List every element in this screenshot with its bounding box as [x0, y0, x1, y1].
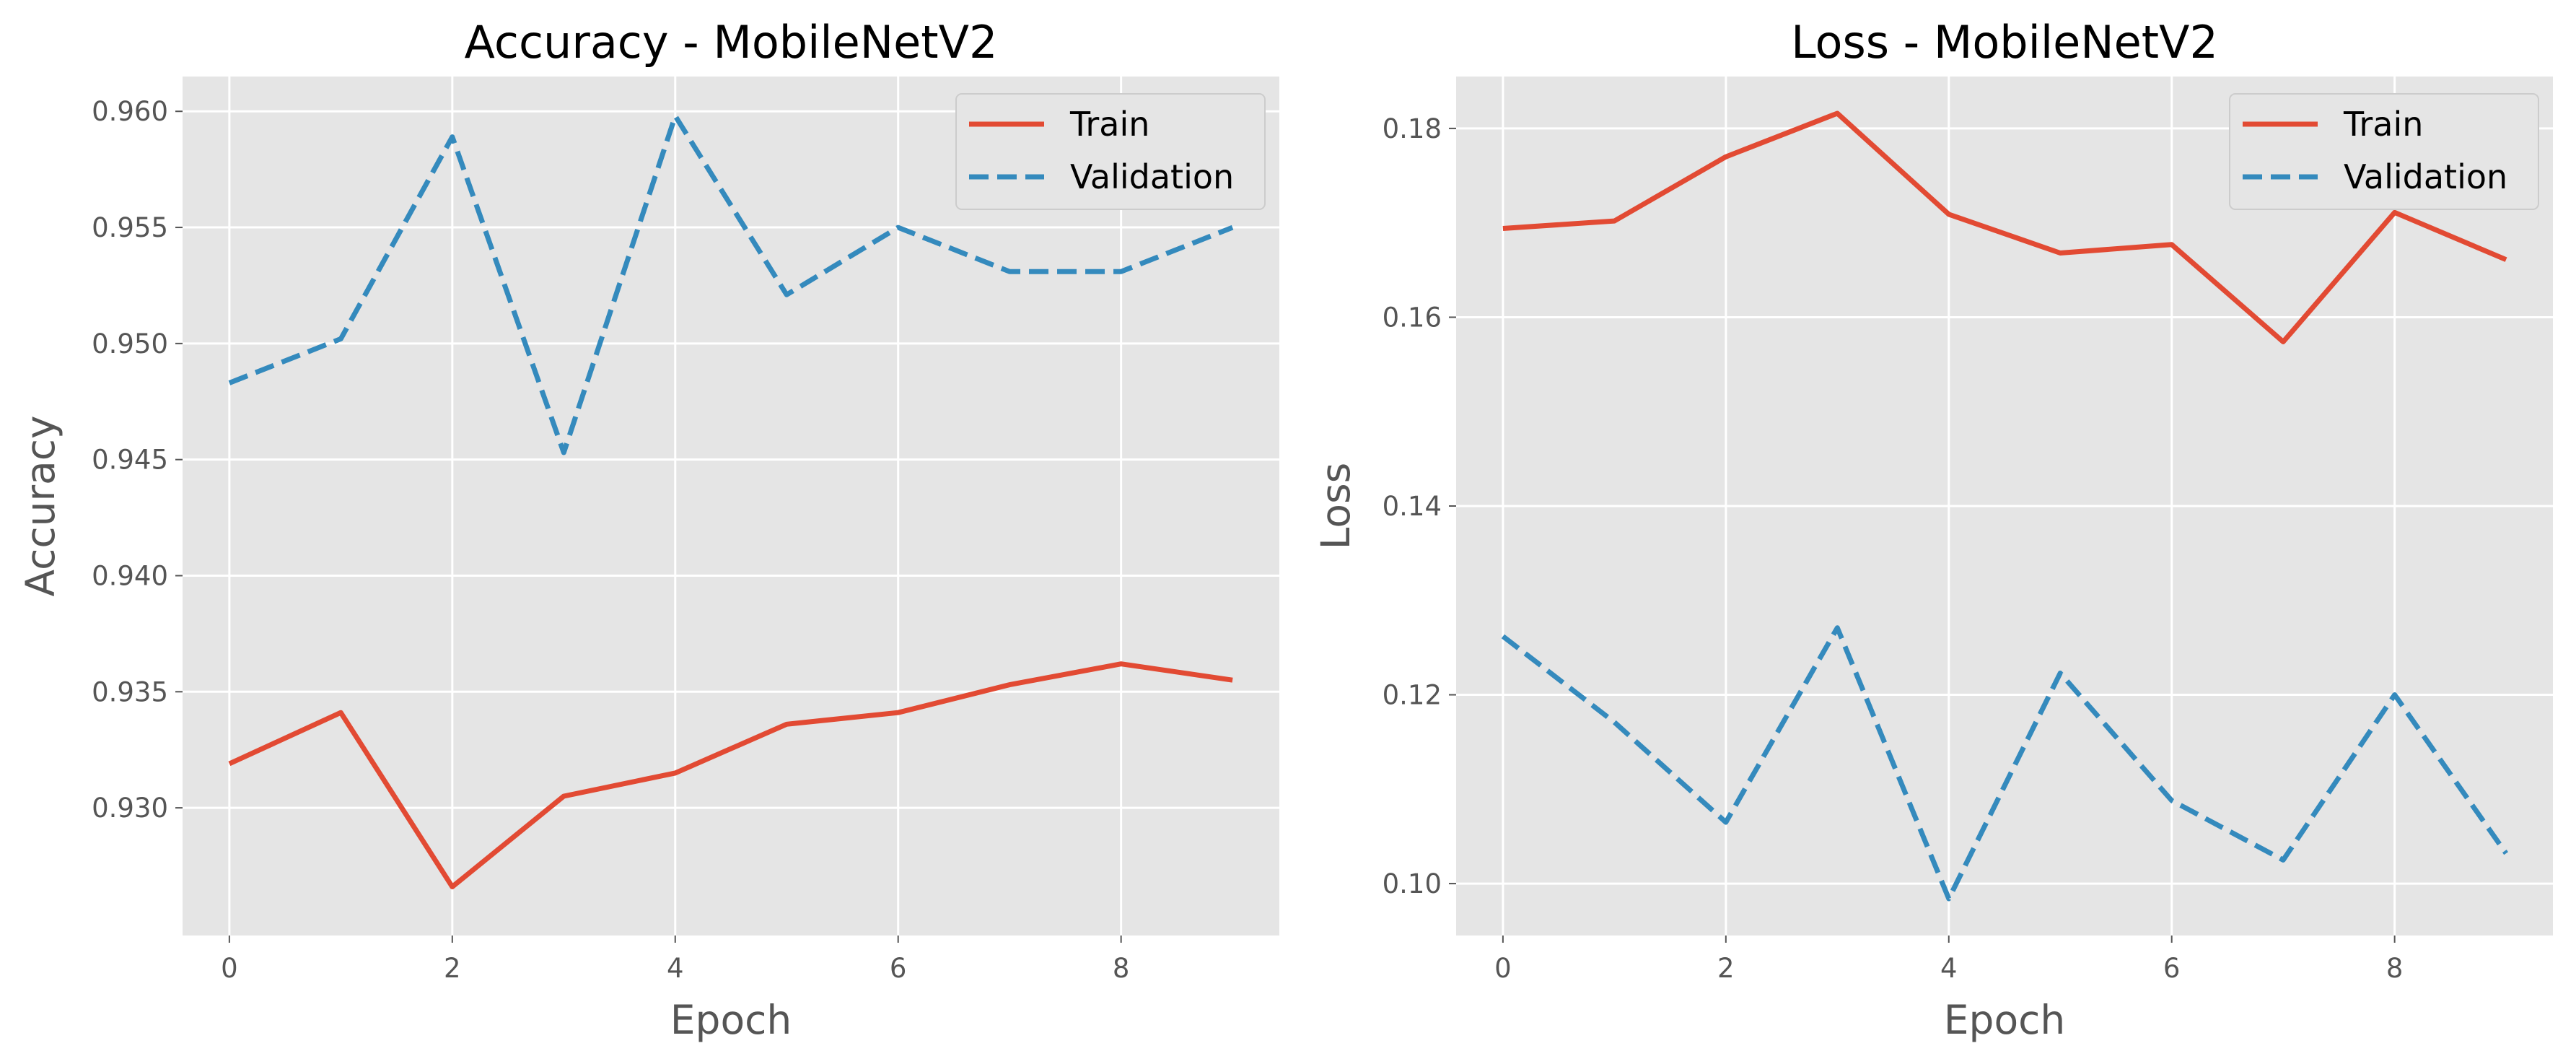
loss-chart-title: Loss - MobileNetV2: [1791, 16, 2218, 69]
accuracy-y-tick-label: 0.960: [92, 96, 168, 127]
accuracy-legend-validation-label: Validation: [1070, 157, 1234, 196]
accuracy-x-tick-label: 2: [444, 953, 461, 984]
loss-y-tick-label: 0.16: [1383, 302, 1442, 333]
accuracy-y-ticks: 0.930 0.935 0.940 0.945 0.950 0.955 0.960: [92, 96, 183, 824]
accuracy-y-tick-label: 0.945: [92, 445, 168, 476]
loss-legend-validation-label: Validation: [2344, 157, 2507, 196]
accuracy-y-tick-label: 0.935: [92, 676, 168, 707]
accuracy-panel: 0 2 4 6 8 0.930 0.935 0.940 0.945 0.950 0.955 0.96…: [17, 16, 1279, 1043]
loss-y-tick-label: 0.18: [1383, 113, 1442, 144]
loss-y-ticks: 0.10 0.12 0.14 0.16 0.18: [1383, 113, 1456, 899]
accuracy-y-axis-label: Accuracy: [17, 415, 63, 596]
accuracy-x-tick-label: 4: [667, 953, 684, 984]
accuracy-chart-title: Accuracy - MobileNetV2: [465, 16, 998, 69]
accuracy-legend: Train Validation: [955, 93, 1266, 210]
loss-legend-train-label: Train: [2343, 105, 2423, 144]
loss-y-tick-label: 0.12: [1383, 680, 1442, 711]
loss-panel: 0 2 4 6 8 0.10 0.12 0.14 0.16 0.18 Loss - Mobile…: [1313, 16, 2553, 1043]
accuracy-x-tick-label: 0: [221, 953, 238, 984]
accuracy-legend-train-label: Train: [1069, 105, 1149, 144]
accuracy-grid: [183, 77, 1279, 936]
accuracy-y-tick-label: 0.930: [92, 793, 168, 824]
accuracy-x-tick-label: 6: [890, 953, 907, 984]
loss-validation-line: [1501, 625, 2508, 902]
accuracy-x-ticks: 0 2 4 6 8: [221, 936, 1129, 984]
loss-x-tick-label: 4: [1940, 953, 1958, 984]
accuracy-plot-area: [183, 77, 1279, 936]
loss-y-tick-label: 0.14: [1383, 491, 1442, 522]
accuracy-train-line: [228, 661, 1233, 889]
loss-x-tick-label: 2: [1717, 953, 1735, 984]
accuracy-x-axis-label: Epoch: [670, 997, 792, 1043]
accuracy-lines: [228, 113, 1234, 889]
accuracy-y-tick-label: 0.955: [92, 212, 168, 243]
loss-x-axis-label: Epoch: [1944, 997, 2065, 1043]
loss-y-tick-label: 0.10: [1383, 868, 1442, 899]
loss-x-tick-label: 6: [2163, 953, 2181, 984]
accuracy-y-tick-label: 0.940: [92, 560, 168, 591]
loss-y-axis-label: Loss: [1313, 463, 1359, 550]
loss-x-tick-label: 8: [2386, 953, 2404, 984]
loss-x-tick-label: 0: [1494, 953, 1512, 984]
loss-lines: [1501, 110, 2508, 902]
accuracy-y-tick-label: 0.950: [92, 328, 168, 359]
accuracy-validation-line: [228, 113, 1234, 455]
loss-legend: Train Validation: [2229, 93, 2539, 210]
accuracy-x-tick-label: 8: [1113, 953, 1130, 984]
loss-train-line: [1502, 110, 2507, 344]
loss-x-ticks: 0 2 4 6 8: [1494, 936, 2403, 984]
